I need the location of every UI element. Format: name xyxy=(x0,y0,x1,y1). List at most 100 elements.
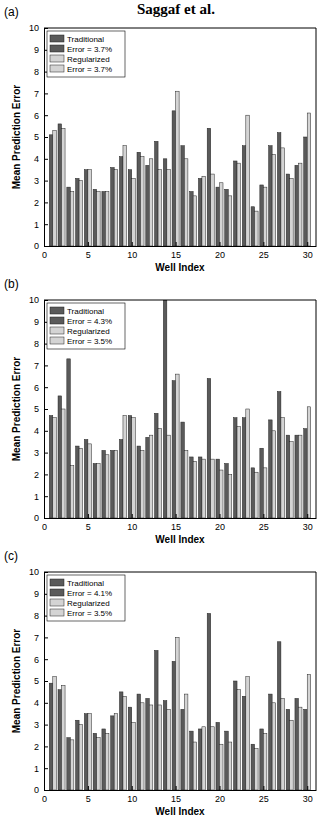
bar xyxy=(163,159,167,246)
frame xyxy=(316,572,317,790)
bar xyxy=(272,431,276,518)
y-tick: 2 xyxy=(34,470,48,480)
bar xyxy=(272,154,276,246)
bar xyxy=(58,124,62,246)
legend-box xyxy=(47,303,125,349)
bar xyxy=(234,418,238,518)
bar xyxy=(286,709,290,790)
x-tick-label: 10 xyxy=(127,522,137,532)
x-tick-label: 25 xyxy=(259,794,269,804)
bar xyxy=(137,694,141,790)
bar xyxy=(207,613,211,790)
legend-swatch xyxy=(50,307,64,314)
y-tick-label: 2 xyxy=(34,470,39,480)
legend: TraditionalError = 3.7%RegularizedError … xyxy=(47,31,125,77)
x-tick-mark xyxy=(219,786,220,790)
y-tick-label: 0 xyxy=(34,513,39,523)
y-tick-mark xyxy=(44,768,48,769)
bar xyxy=(260,729,264,790)
bar xyxy=(211,174,215,246)
bar xyxy=(105,455,109,518)
bar xyxy=(62,409,66,518)
y-tick-mark xyxy=(44,224,48,225)
y-tick: 0 xyxy=(34,241,48,251)
x-tick: 20 xyxy=(215,514,225,532)
bar xyxy=(263,187,267,246)
bar xyxy=(111,168,115,246)
y-tick-mark xyxy=(44,431,48,432)
x-tick: 20 xyxy=(215,242,225,260)
bar xyxy=(242,696,246,790)
x-tick-mark xyxy=(219,514,220,518)
x-tick-label: 25 xyxy=(259,250,269,260)
x-tick: 25 xyxy=(259,514,269,532)
y-tick-label: 10 xyxy=(29,567,39,577)
y-tick: 7 xyxy=(34,361,48,371)
bar xyxy=(67,187,71,246)
bar xyxy=(281,418,285,518)
y-tick: 4 xyxy=(34,154,48,164)
x-axis-line xyxy=(45,518,317,519)
y-tick: 9 xyxy=(34,45,48,55)
header: Saggaf et al. xyxy=(137,1,215,17)
x-tick: 30 xyxy=(303,786,313,804)
y-tick-mark xyxy=(44,725,48,726)
y-tick: 3 xyxy=(34,448,48,458)
bars xyxy=(49,91,310,246)
y-tick-label: 1 xyxy=(34,764,39,774)
x-tick-label: 0 xyxy=(42,794,47,804)
y-tick: 4 xyxy=(34,698,48,708)
panel-label: (c) xyxy=(4,549,18,563)
bar xyxy=(163,300,167,518)
y-tick-label: 9 xyxy=(34,317,39,327)
x-tick-label: 5 xyxy=(86,794,91,804)
bar xyxy=(269,694,273,790)
y-tick-label: 0 xyxy=(34,785,39,795)
bar xyxy=(132,178,136,246)
bar xyxy=(141,157,145,246)
bar xyxy=(193,742,197,790)
x-tick-label: 20 xyxy=(215,522,225,532)
x-tick-mark xyxy=(88,786,89,790)
y-axis-title: Mean Prediction Error xyxy=(11,629,22,734)
bar xyxy=(260,448,264,518)
legend: TraditionalError = 4.3%RegularizedError … xyxy=(47,303,125,349)
bar xyxy=(290,178,294,246)
x-tick: 5 xyxy=(86,242,91,260)
bar xyxy=(295,435,299,518)
bar xyxy=(146,698,150,790)
bar xyxy=(119,157,123,246)
bar xyxy=(155,141,159,246)
bar xyxy=(172,381,176,518)
bar xyxy=(184,450,188,518)
bar xyxy=(167,435,171,518)
bar xyxy=(228,742,232,790)
bar xyxy=(193,196,197,246)
y-tick: 2 xyxy=(34,198,48,208)
bar xyxy=(163,701,167,790)
y-tick-mark xyxy=(44,387,48,388)
y-tick-label: 7 xyxy=(34,361,39,371)
figure: Saggaf et al.(a)051015202530012345678910… xyxy=(0,0,332,825)
y-tick-mark xyxy=(44,637,48,638)
x-axis: 051015202530 xyxy=(42,786,317,804)
panel-label: (b) xyxy=(4,277,19,291)
bar xyxy=(190,457,194,518)
bar xyxy=(155,650,159,790)
y-axis: 012345678910 xyxy=(29,295,48,523)
y-tick: 5 xyxy=(34,132,48,142)
bar xyxy=(172,111,176,246)
y-tick-mark xyxy=(44,572,48,573)
bar xyxy=(216,187,220,246)
x-tick-label: 15 xyxy=(171,522,181,532)
y-tick-label: 8 xyxy=(34,339,39,349)
bar xyxy=(251,468,255,518)
x-tick-mark xyxy=(176,242,177,246)
legend-swatch xyxy=(50,45,64,52)
bar xyxy=(146,165,150,246)
legend-swatch xyxy=(50,55,64,62)
bar xyxy=(102,450,106,518)
y-tick-label: 6 xyxy=(34,383,39,393)
legend-label: Regularized xyxy=(67,55,110,64)
legend-swatch xyxy=(50,317,64,324)
